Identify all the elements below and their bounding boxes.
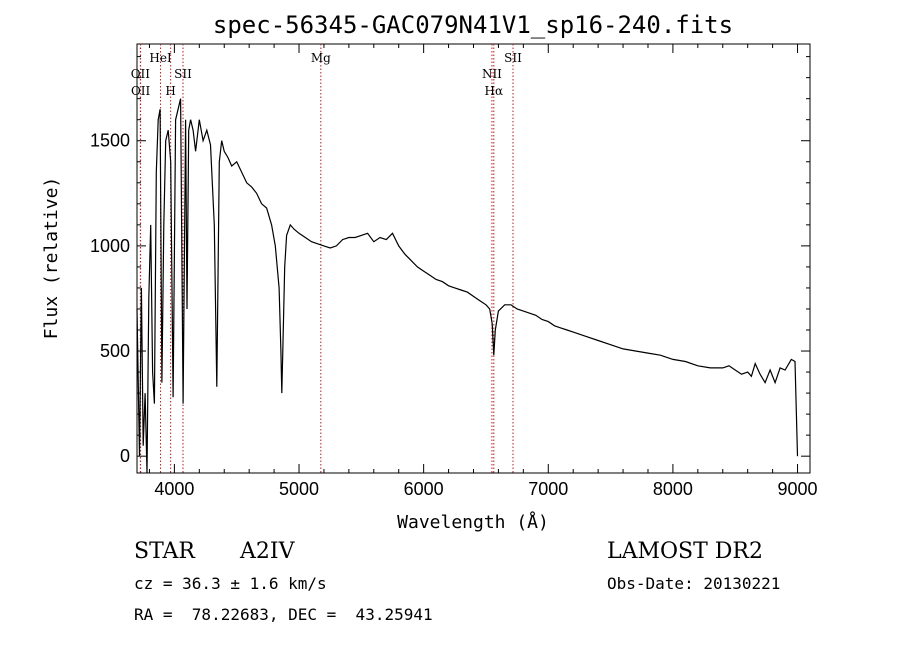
x-tick-label: 4000	[154, 479, 194, 499]
line-marker-label: SII	[504, 51, 522, 65]
x-tick-label: 7000	[528, 479, 568, 499]
coordinates: RA = 78.22683, DEC = 43.25941	[134, 605, 433, 624]
x-axis-label: Wavelength (Å)	[397, 511, 549, 533]
survey-name: LAMOST DR2	[607, 539, 763, 564]
plot-frame	[136, 43, 811, 474]
line-marker-label: OII	[131, 67, 151, 81]
line-marker-label: OII	[131, 84, 151, 98]
x-tick-label: 8000	[653, 479, 693, 499]
redshift-value: cz = 36.3 ± 1.6 km/s	[134, 574, 327, 593]
object-type: STAR	[134, 539, 195, 564]
spectral-class: A2IV	[240, 539, 295, 564]
x-tick-label: 9000	[778, 479, 818, 499]
emission-line-markers: OII OII HeI H SII Mg NII Hα SII	[131, 44, 522, 473]
y-tick-label: 500	[100, 341, 130, 361]
line-marker-label: Hα	[485, 84, 504, 98]
observation-date: Obs-Date: 20130221	[607, 574, 781, 593]
line-marker-label: Mg	[311, 51, 331, 65]
axis-ticks: 4000 5000 6000 7000 8000 9000 0 500 1000 1500	[90, 44, 818, 499]
y-axis-label: Flux (relative)	[41, 177, 62, 340]
y-tick-label: 1500	[90, 131, 130, 151]
line-marker-label: SII	[174, 67, 192, 81]
line-marker-label: H	[165, 84, 175, 98]
chart-title: spec-56345-GAC079N41V1_sp16-240.fits	[213, 11, 733, 39]
line-marker-label: NII	[482, 67, 502, 81]
spectrum-line	[136, 98, 799, 474]
line-marker-label: HeI	[149, 51, 172, 65]
y-tick-label: 1000	[90, 236, 130, 256]
x-tick-label: 5000	[279, 479, 319, 499]
x-tick-label: 6000	[404, 479, 444, 499]
y-tick-label: 0	[120, 446, 130, 466]
